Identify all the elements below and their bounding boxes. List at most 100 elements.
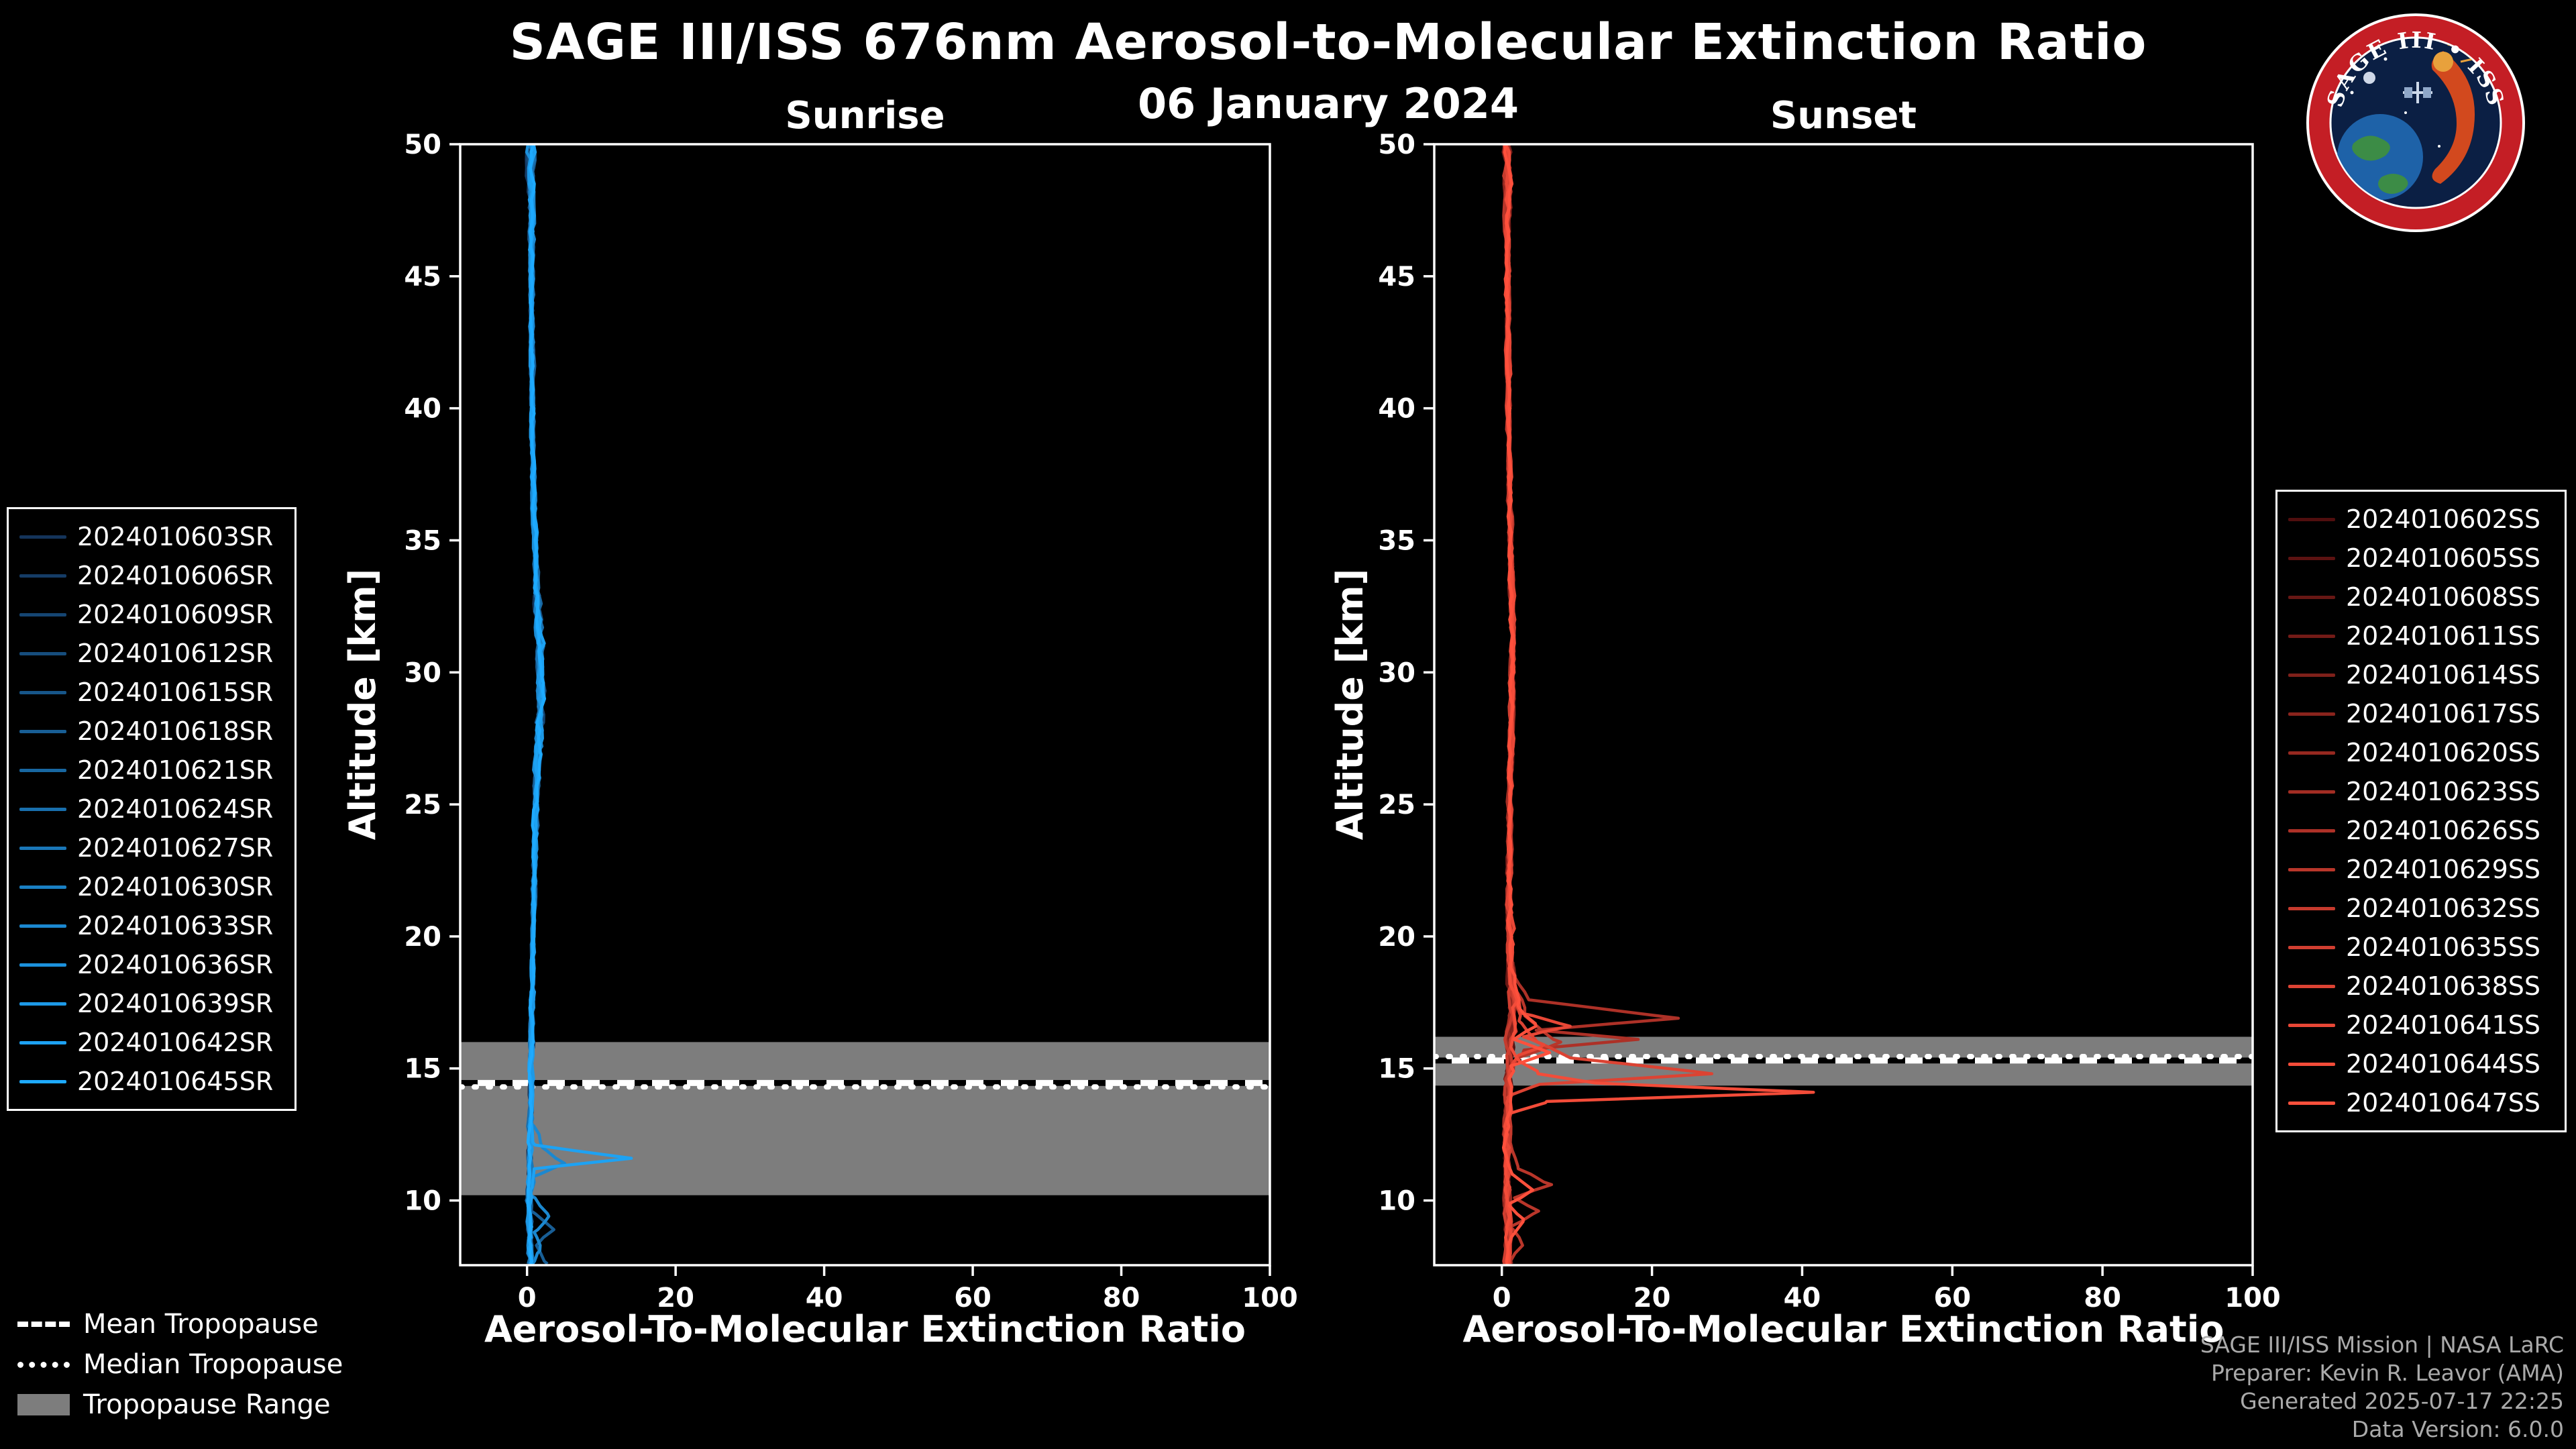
panel-title-sunset: Sunset [1770, 94, 1917, 138]
logo-sun-figure [2431, 51, 2475, 184]
panel-title-sunrise: Sunrise [785, 94, 945, 138]
figure-date: 06 January 2024 [1137, 79, 1519, 128]
legend-line-swatch [19, 1002, 66, 1006]
legend-item: 2024010641SS [2288, 1006, 2554, 1044]
legend-item: 2024010630SR [19, 867, 284, 906]
legend-line-swatch [19, 768, 66, 772]
legend-line-swatch [19, 1079, 66, 1083]
legend-line-swatch [2288, 634, 2335, 638]
legend-sunrise: 2024010603SR 2024010606SR 2024010609SR 2024… [7, 507, 297, 1111]
y-tick-label: 25 [404, 790, 441, 820]
tropopause-range-label: Tropopause Range [83, 1389, 331, 1420]
legend-item-label: 2024010624SR [77, 794, 274, 824]
legend-line-swatch [19, 963, 66, 967]
legend-item-label: 2024010605SS [2346, 543, 2541, 573]
legend-item-label: 2024010641SS [2346, 1010, 2541, 1040]
figure-title: SAGE III/ISS 676nm Aerosol-to-Molecular … [509, 13, 2147, 71]
legend-line-swatch [19, 729, 66, 733]
legend-line-swatch [19, 885, 66, 889]
legend-item: 2024010636SR [19, 945, 284, 984]
legend-line-swatch [2288, 673, 2335, 677]
legend-item-label: 2024010602SS [2346, 504, 2541, 534]
legend-item-label: 2024010621SR [77, 755, 274, 785]
tropopause-range-band [460, 1042, 1270, 1195]
legend-item: 2024010617SS [2288, 694, 2554, 733]
mean-tropopause-line-swatch [17, 1322, 70, 1327]
legend-item-label: 2024010642SR [77, 1028, 274, 1057]
x-tick-label: 100 [1242, 1283, 1298, 1313]
legend-sunset: 2024010602SS 2024010605SS 2024010608SS 2024… [2275, 490, 2567, 1132]
credits-mission: SAGE III/ISS Mission | NASA LaRC [2200, 1332, 2564, 1358]
legend-item: 2024010611SS [2288, 616, 2554, 655]
y-tick-label: 50 [404, 129, 441, 160]
x-axis-label-sunrise: Aerosol-To-Molecular Extinction Ratio [484, 1308, 1246, 1350]
y-tick-label: 20 [404, 922, 441, 953]
legend-line-swatch [2288, 595, 2335, 599]
legend-item-label: 2024010614SS [2346, 660, 2541, 690]
legend-item-label: 2024010639SR [77, 989, 274, 1018]
legend-line-swatch [19, 690, 66, 694]
legend-item-label: 2024010617SS [2346, 699, 2541, 729]
legend-line-swatch [2288, 790, 2335, 794]
logo-earth-continent [2352, 136, 2390, 161]
axes-frame [1433, 143, 2254, 1267]
legend-item-label: 2024010606SR [77, 561, 274, 590]
legend-line-swatch [2288, 712, 2335, 716]
x-tick-label: 20 [1633, 1283, 1671, 1313]
legend-item: 2024010629SS [2288, 850, 2554, 889]
logo-moon [2363, 72, 2375, 84]
legend-item-label: 2024010611SS [2346, 621, 2541, 651]
credits-generated: Generated 2025-07-17 22:25 [2240, 1388, 2564, 1414]
legend-item-label: 2024010627SR [77, 833, 274, 863]
legend-item-label: 2024010638SS [2346, 971, 2541, 1001]
sage-iii-iss-logo: SAGE III • ISS [2306, 13, 2525, 232]
legend-line-swatch [2288, 1101, 2335, 1105]
y-tick-label: 25 [1378, 790, 1415, 820]
x-tick-label: 80 [1103, 1283, 1140, 1313]
legend-item: 2024010605SS [2288, 539, 2554, 578]
y-tick-label: 40 [1378, 394, 1415, 425]
logo-earth-continent [2378, 174, 2408, 194]
y-tick-label: 50 [1378, 129, 1415, 160]
credits-preparer: Preparer: Kevin R. Leavor (AMA) [2211, 1360, 2564, 1386]
legend-item-label: 2024010612SR [77, 639, 274, 668]
profile-2024010647SS [1501, 144, 1552, 1265]
legend-item: 2024010633SR [19, 906, 284, 945]
legend-item-label: 2024010629SS [2346, 855, 2541, 884]
legend-item: 2024010609SR [19, 595, 284, 634]
legend-item-label: 2024010603SR [77, 522, 274, 551]
legend-item-label: 2024010645SR [77, 1067, 274, 1096]
x-tick-label: 100 [2224, 1283, 2281, 1313]
legend-line-swatch [19, 807, 66, 811]
y-tick-label: 45 [404, 262, 441, 292]
legend-item-label: 2024010635SS [2346, 932, 2541, 962]
median-tropopause-line-swatch [17, 1361, 70, 1368]
tropopause-legend: Mean Tropopause Median Tropopause Tropop… [17, 1304, 343, 1425]
legend-mean-tropopause: Mean Tropopause [17, 1304, 343, 1344]
legend-line-swatch [19, 574, 66, 578]
profile-2024010644SS [1502, 144, 1815, 1265]
legend-item: 2024010642SR [19, 1023, 284, 1062]
legend-item-label: 2024010623SS [2346, 777, 2541, 806]
legend-item: 2024010612SR [19, 634, 284, 673]
legend-item-label: 2024010633SR [77, 911, 274, 941]
legend-line-swatch [2288, 556, 2335, 560]
y-tick-label: 30 [1378, 657, 1415, 688]
legend-item-label: 2024010609SR [77, 600, 274, 629]
legend-line-swatch [2288, 1023, 2335, 1027]
legend-line-swatch [19, 651, 66, 655]
legend-line-swatch [19, 1040, 66, 1044]
legend-item: 2024010645SR [19, 1062, 284, 1101]
legend-median-tropopause: Median Tropopause [17, 1344, 343, 1385]
y-tick-label: 20 [1378, 922, 1415, 953]
x-tick-label: 20 [657, 1283, 694, 1313]
legend-item: 2024010623SS [2288, 772, 2554, 811]
tropopause-range-swatch [17, 1394, 70, 1415]
legend-item: 2024010603SR [19, 517, 284, 556]
y-tick-label: 10 [404, 1186, 441, 1217]
legend-item: 2024010626SS [2288, 811, 2554, 850]
legend-item: 2024010635SS [2288, 928, 2554, 967]
legend-item: 2024010639SR [19, 984, 284, 1023]
